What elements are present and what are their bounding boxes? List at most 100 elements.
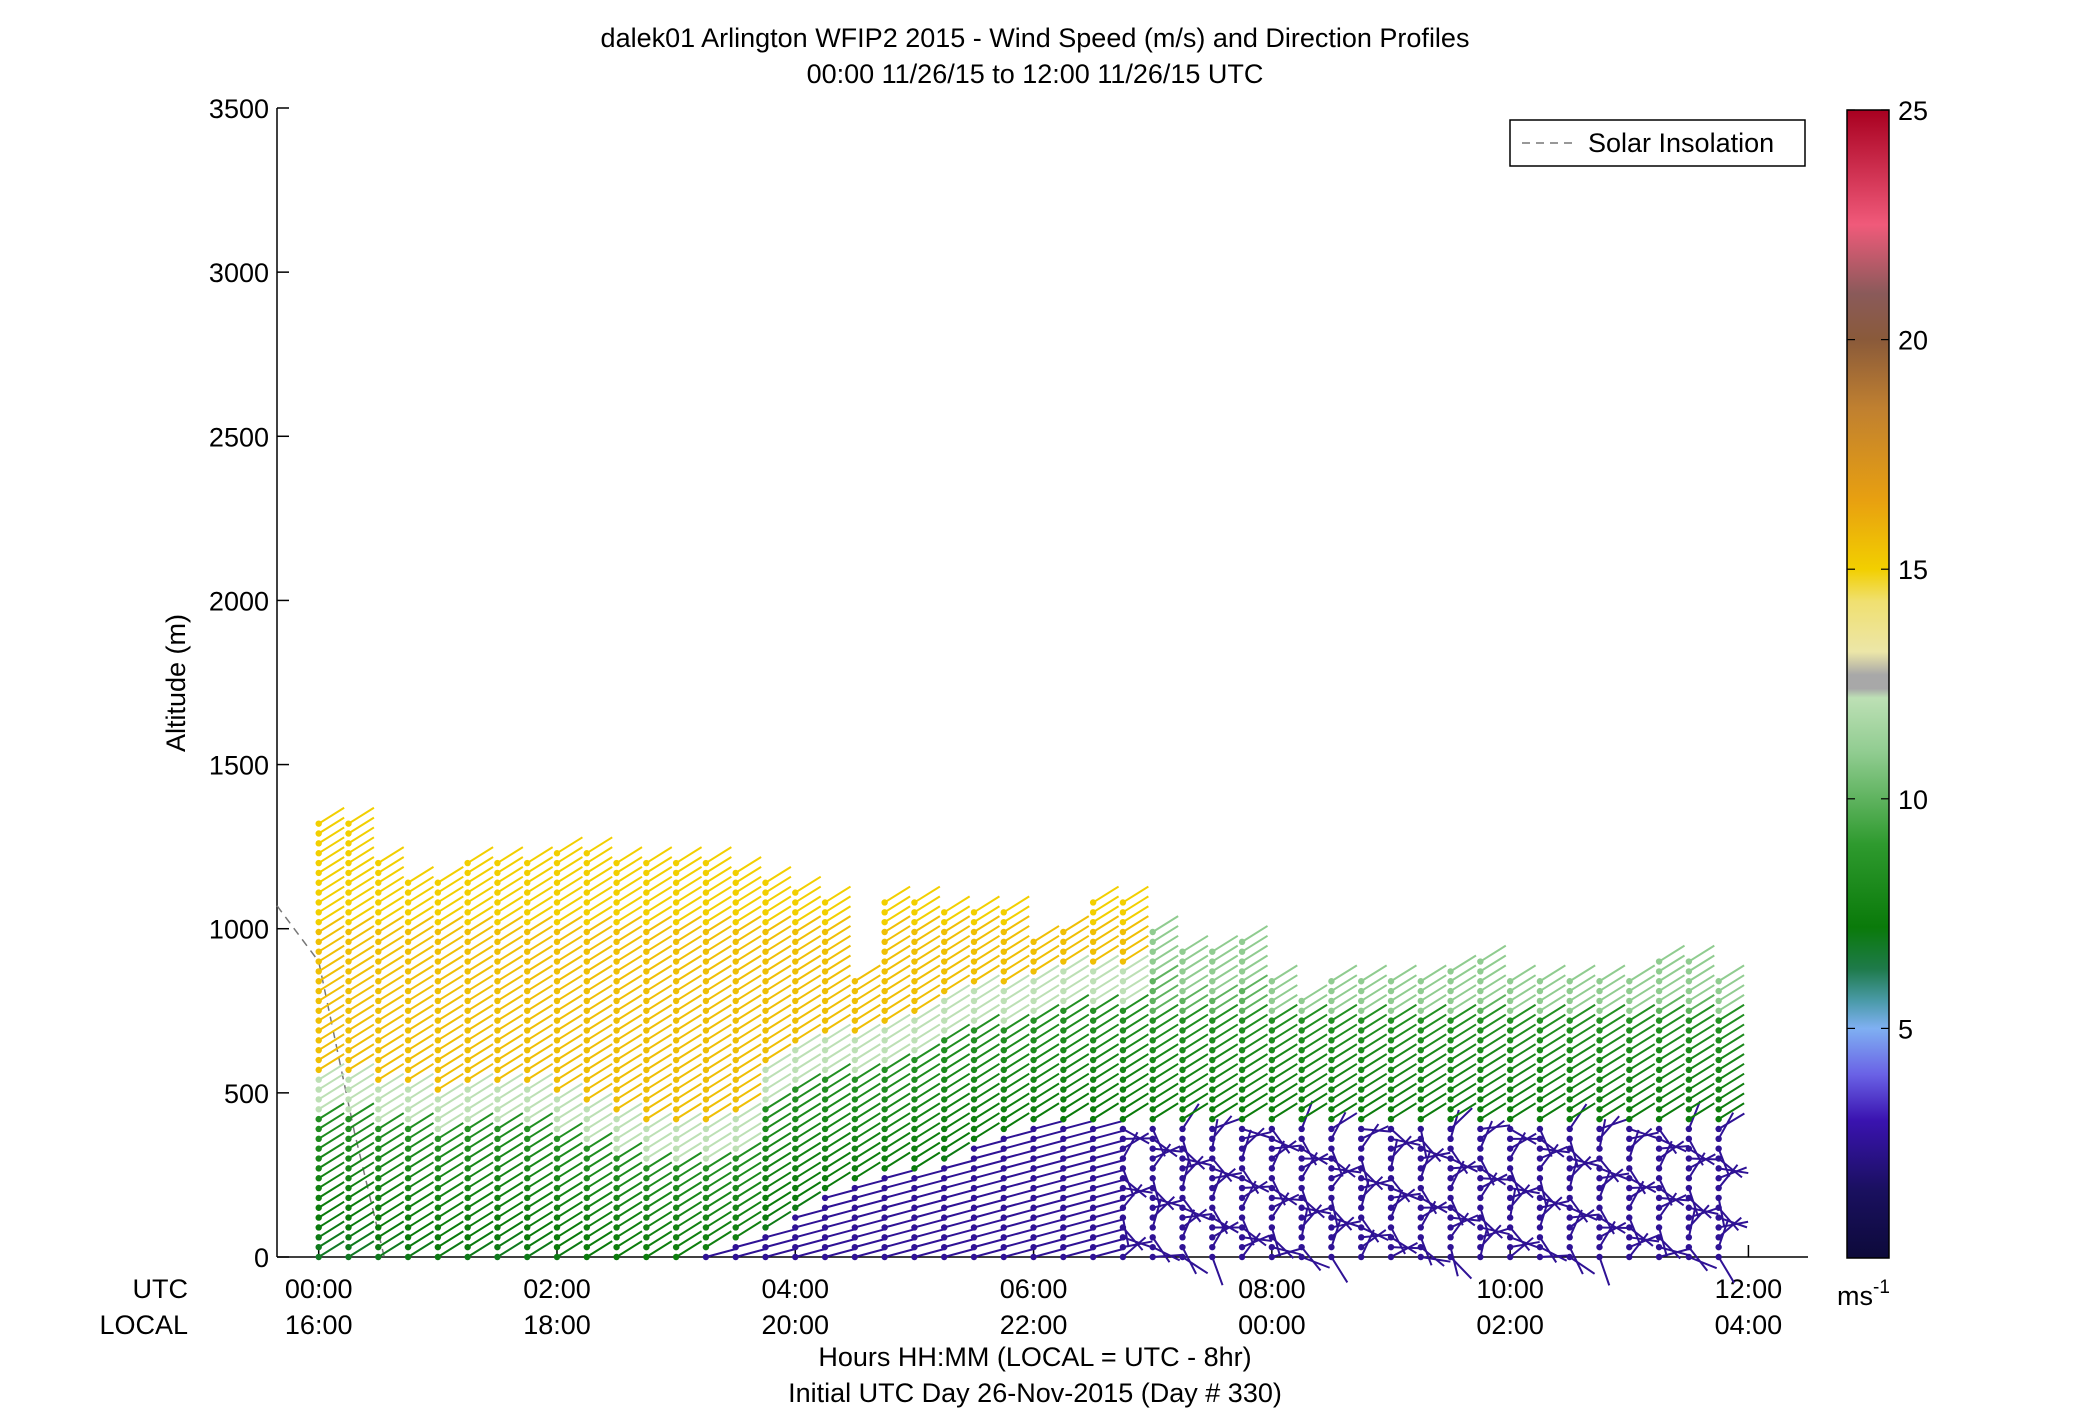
wind-barb [377, 1072, 405, 1091]
wind-barb-dot [851, 1253, 859, 1261]
wind-barb [764, 974, 792, 992]
wind-barb-dot [1119, 948, 1127, 955]
wind-barb [1211, 984, 1239, 1002]
wind-barb [705, 875, 732, 894]
wind-barb-dot [1030, 997, 1037, 1005]
wind-barb-dot [375, 987, 382, 995]
wind-barb-dot [1447, 1007, 1454, 1014]
wind-barb [1122, 1177, 1147, 1198]
wind-barb [1688, 1207, 1718, 1219]
wind-barb-dot [702, 918, 710, 926]
wind-barb [765, 1238, 795, 1249]
wind-barb [526, 1102, 554, 1120]
wind-barb-dot [1179, 1194, 1186, 1202]
wind-barb [675, 1191, 703, 1209]
wind-barb-dot [1060, 1086, 1067, 1093]
wind-barb-dot [1655, 1007, 1663, 1014]
wind-barb [1033, 1120, 1063, 1130]
wind-barb-dot [1238, 1165, 1246, 1172]
wind-barb-dot [1060, 1145, 1067, 1152]
wind-barb-dot [1209, 1243, 1216, 1251]
wind-barb [1479, 1062, 1507, 1081]
wind-barb-dot [1238, 1017, 1246, 1024]
wind-barb [1182, 1206, 1211, 1221]
wind-barb-dot [881, 1096, 888, 1103]
wind-barb [1003, 954, 1030, 973]
wind-barb-dot [1000, 1017, 1007, 1024]
wind-barb-dot [672, 1066, 680, 1074]
wind-barb-dot [345, 830, 352, 837]
wind-barb-dot [1179, 1106, 1186, 1113]
wind-barb-dot [1596, 1066, 1603, 1074]
wind-barb [645, 1220, 673, 1239]
wind-barb-dot [1387, 1214, 1395, 1221]
wind-barb-dot [1477, 1204, 1484, 1211]
wind-barb [794, 885, 822, 904]
wind-barb-dot [583, 997, 590, 1005]
wind-barb-dot [851, 1046, 859, 1054]
wind-barb [377, 915, 405, 933]
wind-barb-dot [643, 909, 650, 916]
wind-barb [705, 866, 732, 884]
wind-barb [735, 984, 762, 1002]
wind-barb-dot [1298, 1243, 1305, 1251]
wind-barb-dot [524, 1224, 531, 1231]
wind-barb [1241, 984, 1269, 1002]
wind-barb [1479, 1102, 1507, 1120]
wind-barb [318, 1082, 345, 1101]
wind-barb [1628, 1177, 1657, 1194]
wind-barb-dot [434, 1175, 442, 1182]
wind-barb-dot [762, 1155, 769, 1162]
wind-barb-dot [464, 987, 471, 995]
wind-barb [1271, 1187, 1298, 1206]
wind-barb-dot [1626, 1243, 1633, 1251]
wind-barb [1598, 1216, 1626, 1234]
wind-barb [526, 1191, 554, 1209]
wind-barb-dot [702, 968, 710, 975]
wind-barb-dot [404, 968, 412, 975]
wind-barb [347, 1023, 375, 1042]
wind-barb [1509, 1053, 1537, 1071]
wind-barb-dot [613, 1086, 620, 1093]
wind-barb [1569, 1206, 1598, 1221]
wind-barb [556, 1003, 583, 1022]
wind-barb [1509, 964, 1537, 983]
wind-barb-dot [464, 1135, 471, 1143]
wind-barb-dot [672, 1175, 680, 1182]
wind-barb [1479, 1167, 1507, 1186]
wind-barb [347, 905, 375, 923]
wind-barb-dot [1596, 1145, 1603, 1152]
wind-barb-dot [1149, 1125, 1156, 1133]
wind-barb-dot [1119, 1145, 1127, 1152]
wind-barb [1181, 1102, 1209, 1120]
wind-barb [437, 1023, 464, 1042]
wind-barb-dot [1655, 1253, 1663, 1261]
wind-barb-dot [970, 1194, 978, 1202]
wind-barb [1063, 1218, 1093, 1229]
wind-barb [586, 1131, 613, 1150]
wind-barb-dot [1000, 1135, 1007, 1143]
wind-barb-dot [524, 1027, 531, 1034]
wind-barb [318, 944, 345, 963]
wind-barb [347, 846, 375, 864]
wind-barb [1063, 1238, 1093, 1249]
wind-barb [377, 1033, 405, 1052]
wind-barb-dot [1209, 1007, 1216, 1014]
wind-barb [496, 1013, 524, 1032]
wind-barb [496, 1122, 524, 1140]
wind-barb-dot [524, 968, 531, 975]
wind-barb [437, 1013, 464, 1032]
wind-barb [705, 1072, 732, 1091]
wind-barb-dot [1209, 1135, 1216, 1143]
wind-barb-dot [1626, 978, 1633, 985]
wind-barb [347, 1013, 375, 1032]
wind-barb-dot [732, 1096, 739, 1103]
wind-barb [407, 1191, 435, 1209]
wind-barb-dot [434, 879, 442, 886]
wind-barb [794, 934, 822, 953]
wind-barb-dot [643, 1135, 650, 1143]
wind-barb [1271, 1053, 1298, 1071]
wind-barb [1033, 1003, 1060, 1022]
wind-barb [645, 1171, 673, 1189]
wind-barb [556, 1141, 583, 1160]
